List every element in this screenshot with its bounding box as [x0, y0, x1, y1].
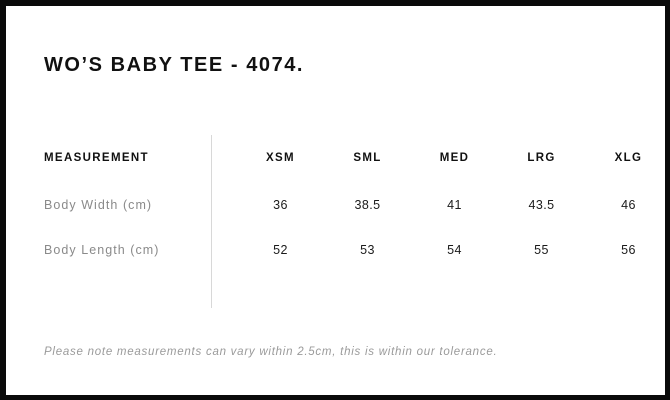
cell-body-width-xlg: 46: [621, 197, 636, 212]
cell-body-length-med: 54: [447, 242, 462, 257]
cell-body-length-xsm: 52: [273, 242, 288, 257]
cell-body-width-sml: 38.5: [354, 197, 381, 212]
row-spacer-cell: [212, 227, 237, 272]
row-label-body-length: Body Length (cm): [44, 242, 160, 257]
header-spacer-cell: [212, 134, 237, 182]
cell-body-length-sml: 53: [360, 242, 375, 257]
cell-body-width-xsm: 36: [273, 197, 288, 212]
cell-body-width-lrg: 43.5: [528, 197, 555, 212]
column-header-med: MED: [439, 152, 470, 164]
column-header-xsm: XSM: [266, 152, 295, 164]
column-header-sml: SML: [353, 152, 382, 164]
tolerance-note: Please note measurements can vary within…: [44, 346, 498, 358]
table-row: Body Length (cm) 52 53 54 55 56: [6, 227, 665, 272]
table-row: Body Width (cm) 36 38.5 41 43.5 46: [6, 182, 665, 227]
size-measurement-table: MEASUREMENT XSM SML MED LRG XLG Body Wid…: [6, 134, 665, 272]
column-header-lrg: LRG: [527, 152, 556, 164]
column-header-xlg: XLG: [614, 152, 643, 164]
column-header-measurement: MEASUREMENT: [44, 152, 149, 164]
page-title: WO’S BABY TEE - 4074.: [44, 54, 305, 76]
row-spacer-cell: [212, 182, 237, 227]
cell-body-width-med: 41: [447, 197, 462, 212]
size-guide-card: WO’S BABY TEE - 4074. MEASUREMENT XSM SM…: [6, 6, 665, 395]
table-vertical-divider: [211, 135, 212, 308]
cell-body-length-xlg: 56: [621, 242, 636, 257]
table-header-row: MEASUREMENT XSM SML MED LRG XLG: [6, 134, 665, 182]
cell-body-length-lrg: 55: [534, 242, 549, 257]
row-label-body-width: Body Width (cm): [44, 197, 153, 212]
